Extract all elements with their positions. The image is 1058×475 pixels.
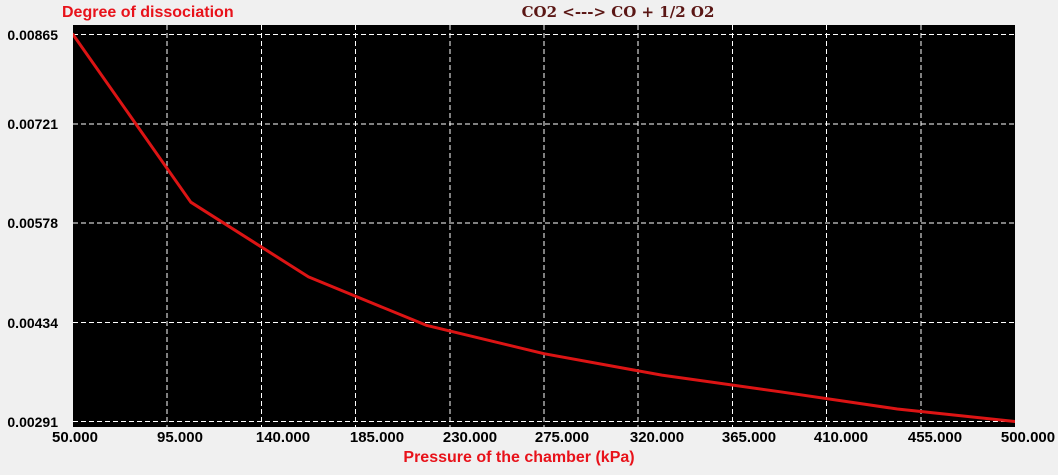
y-axis-title: Degree of dissociation [62, 4, 234, 21]
plot-area [73, 25, 1015, 427]
x-tick-label: 275.000 [534, 429, 590, 446]
x-tick-label: 230.000 [442, 429, 498, 446]
x-tick-label: 455.000 [907, 429, 963, 446]
dissociation-curve [73, 33, 1015, 423]
y-tick-label: 0.00721 [7, 116, 58, 132]
y-tick-label: 0.00578 [7, 215, 58, 231]
plot-canvas [73, 25, 1015, 427]
x-tick-label: 50.000 [52, 429, 98, 446]
x-tick-label: 95.000 [157, 429, 203, 446]
x-tick-label: 365.000 [721, 429, 777, 446]
x-tick-label: 140.000 [255, 429, 311, 446]
y-tick-label: 0.00291 [7, 413, 58, 430]
reaction-equation-title: CO2 <---> CO + 1/2 O2 [521, 3, 715, 21]
x-tick-label: 410.000 [813, 429, 869, 446]
y-tick-label: 0.00434 [7, 314, 58, 331]
x-axis-title: Pressure of the chamber (kPa) [403, 449, 635, 466]
x-tick-label: 185.000 [349, 429, 405, 446]
x-tick-label: 500.000 [1000, 429, 1056, 446]
y-tick-label: 0.00865 [7, 26, 58, 43]
x-tick-label: 320.000 [629, 429, 685, 446]
